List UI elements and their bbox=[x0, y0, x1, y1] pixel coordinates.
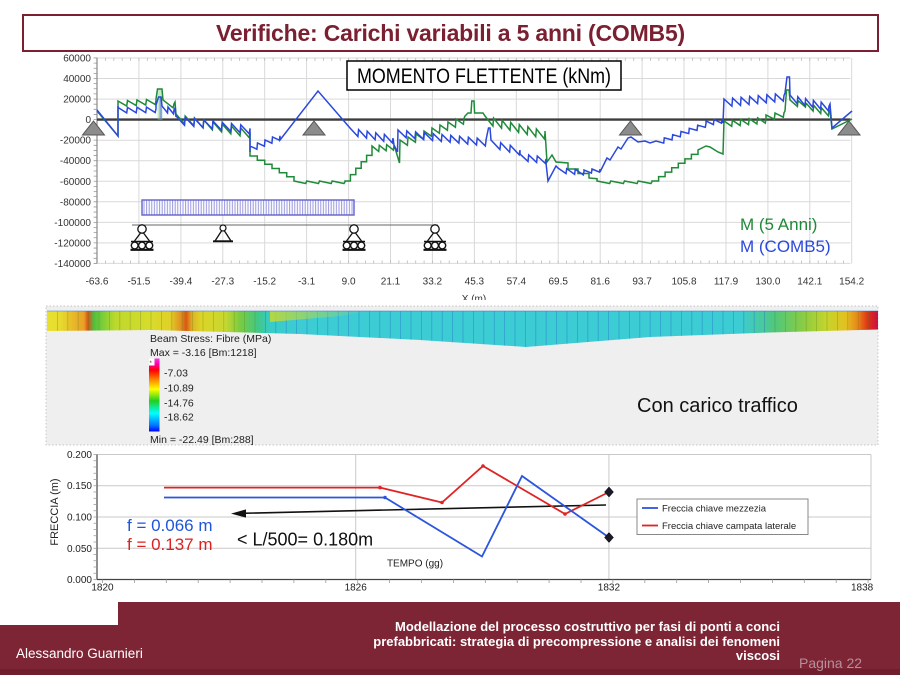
svg-text:69.5: 69.5 bbox=[548, 277, 568, 288]
svg-text:0: 0 bbox=[85, 115, 91, 126]
svg-text:Freccia chiave campata lateral: Freccia chiave campata laterale bbox=[662, 521, 796, 532]
svg-text:81.6: 81.6 bbox=[590, 277, 610, 288]
svg-text:20000: 20000 bbox=[63, 95, 91, 106]
svg-text:-15.2: -15.2 bbox=[253, 277, 276, 288]
svg-text:-40000: -40000 bbox=[60, 156, 92, 167]
svg-text:Min = -22.49 [Bm:288]: Min = -22.49 [Bm:288] bbox=[150, 434, 254, 446]
svg-text:1838: 1838 bbox=[851, 583, 874, 594]
svg-text:1826: 1826 bbox=[345, 583, 368, 594]
svg-text:0.000: 0.000 bbox=[67, 575, 92, 586]
svg-text:Freccia chiave mezzezia: Freccia chiave mezzezia bbox=[662, 504, 767, 515]
svg-text:-39.4: -39.4 bbox=[170, 277, 193, 288]
svg-text:45.3: 45.3 bbox=[465, 277, 485, 288]
svg-text:-100000: -100000 bbox=[54, 218, 91, 229]
svg-text:-18.62: -18.62 bbox=[164, 412, 194, 424]
svg-text:130.0: 130.0 bbox=[755, 277, 780, 288]
svg-text:0.050: 0.050 bbox=[67, 544, 92, 555]
svg-text:FRECCIA (m): FRECCIA (m) bbox=[49, 478, 61, 545]
svg-text:Con carico traffico: Con carico traffico bbox=[637, 395, 798, 417]
svg-text:60000: 60000 bbox=[63, 54, 91, 65]
svg-text:Max = -3.16 [Bm:1218]: Max = -3.16 [Bm:1218] bbox=[150, 347, 257, 359]
svg-text:-27.3: -27.3 bbox=[211, 277, 234, 288]
svg-text:-20000: -20000 bbox=[60, 136, 92, 147]
svg-text:TEMPO (gg): TEMPO (gg) bbox=[387, 559, 443, 570]
svg-text:X (m): X (m) bbox=[462, 294, 486, 300]
svg-text:Beam Stress: Fibre (MPa): Beam Stress: Fibre (MPa) bbox=[150, 333, 271, 345]
svg-text:-3.1: -3.1 bbox=[298, 277, 316, 288]
svg-text:-60000: -60000 bbox=[60, 177, 92, 188]
svg-text:MOMENTO FLETTENTE (kNm): MOMENTO FLETTENTE (kNm) bbox=[357, 65, 611, 88]
svg-text:154.2: 154.2 bbox=[839, 277, 864, 288]
svg-text:< L/500= 0.180m: < L/500= 0.180m bbox=[237, 530, 373, 550]
svg-text:-14.76: -14.76 bbox=[164, 398, 194, 410]
svg-text:-7.03: -7.03 bbox=[164, 368, 188, 380]
svg-text:M (COMB5): M (COMB5) bbox=[740, 237, 831, 256]
svg-text:*: * bbox=[150, 361, 153, 367]
svg-text:0.100: 0.100 bbox=[67, 513, 92, 524]
svg-text:57.4: 57.4 bbox=[507, 277, 527, 288]
svg-text:-80000: -80000 bbox=[60, 197, 92, 208]
svg-text:-63.6: -63.6 bbox=[86, 277, 109, 288]
svg-text:142.1: 142.1 bbox=[797, 277, 822, 288]
svg-text:105.8: 105.8 bbox=[671, 277, 696, 288]
svg-text:M (5 Anni): M (5 Anni) bbox=[740, 215, 817, 234]
svg-text:-51.5: -51.5 bbox=[128, 277, 151, 288]
svg-text:0.200: 0.200 bbox=[67, 450, 92, 461]
svg-text:1832: 1832 bbox=[598, 583, 621, 594]
svg-text:-10.89: -10.89 bbox=[164, 383, 194, 395]
svg-text:1820: 1820 bbox=[91, 583, 114, 594]
svg-text:-120000: -120000 bbox=[54, 238, 91, 249]
svg-text:93.7: 93.7 bbox=[632, 277, 652, 288]
svg-text:33.2: 33.2 bbox=[423, 277, 443, 288]
svg-text:9.0: 9.0 bbox=[342, 277, 356, 288]
svg-text:40000: 40000 bbox=[63, 74, 91, 85]
svg-text:0.150: 0.150 bbox=[67, 481, 92, 492]
svg-text:21.1: 21.1 bbox=[381, 277, 401, 288]
svg-text:f = 0.066 m: f = 0.066 m bbox=[127, 516, 213, 535]
svg-text:f = 0.137 m: f = 0.137 m bbox=[127, 535, 213, 554]
svg-text:-140000: -140000 bbox=[54, 259, 91, 270]
svg-text:117.9: 117.9 bbox=[714, 277, 739, 288]
